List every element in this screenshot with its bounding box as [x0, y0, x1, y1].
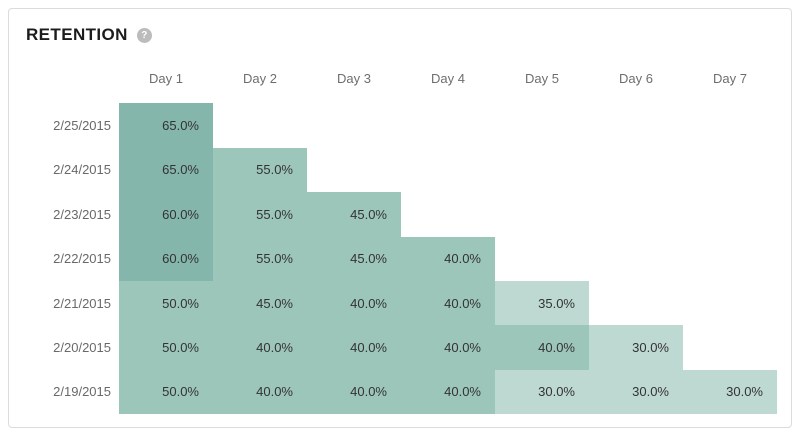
retention-cell: 60.0%: [119, 192, 213, 237]
empty-cell: [307, 148, 401, 192]
column-header: Day 7: [713, 71, 747, 86]
retention-cell: 40.0%: [495, 325, 589, 370]
column-header: Day 5: [525, 71, 559, 86]
empty-cell: [495, 237, 589, 281]
empty-cell: [683, 281, 777, 325]
retention-cell: 65.0%: [119, 147, 213, 193]
retention-cell: 40.0%: [401, 280, 495, 326]
empty-cell: [401, 103, 495, 147]
retention-cell: 50.0%: [119, 369, 213, 415]
row-label: 2/23/2015: [53, 206, 111, 222]
retention-cell: 30.0%: [683, 369, 777, 415]
retention-cell: 55.0%: [213, 147, 307, 193]
retention-cell: 45.0%: [213, 280, 307, 326]
empty-cell: [589, 237, 683, 281]
retention-cell: 55.0%: [213, 236, 307, 281]
column-header: Day 6: [619, 71, 653, 86]
empty-cell: [213, 103, 307, 147]
column-header: Day 4: [431, 71, 465, 86]
retention-grid: Day 1 Day 2 Day 3 Day 4 Day 5 Day 6 Day 7 2/25/…: [9, 59, 777, 415]
empty-cell: [495, 103, 589, 147]
empty-cell: [495, 148, 589, 192]
empty-cell: [307, 103, 401, 147]
retention-cell: 50.0%: [119, 325, 213, 370]
empty-cell: [589, 281, 683, 325]
retention-cell: 30.0%: [495, 369, 589, 415]
empty-cell: [589, 192, 683, 236]
retention-cell: 45.0%: [307, 192, 401, 237]
card-header: RETENTION ?: [9, 9, 791, 45]
retention-cell: 40.0%: [213, 369, 307, 415]
retention-cell: 40.0%: [307, 369, 401, 415]
retention-cell: 30.0%: [589, 325, 683, 370]
empty-cell: [495, 192, 589, 236]
retention-cell: 40.0%: [307, 325, 401, 370]
empty-cell: [589, 148, 683, 192]
help-icon[interactable]: ?: [136, 27, 152, 43]
retention-cell: 30.0%: [589, 369, 683, 415]
retention-cell: 65.0%: [119, 103, 213, 148]
empty-cell: [683, 103, 777, 147]
retention-cell: 45.0%: [307, 236, 401, 281]
empty-cell: [589, 103, 683, 147]
empty-cell: [401, 148, 495, 192]
grid-corner: [9, 59, 119, 98]
retention-cell: 40.0%: [213, 325, 307, 370]
empty-cell: [683, 325, 777, 369]
row-label: 2/22/2015: [53, 251, 111, 267]
retention-cell: 60.0%: [119, 236, 213, 281]
retention-cell: 40.0%: [307, 280, 401, 326]
empty-cell: [683, 192, 777, 236]
column-header: Day 3: [337, 71, 371, 86]
retention-cell: 55.0%: [213, 192, 307, 237]
row-label: 2/21/2015: [53, 295, 111, 311]
empty-cell: [401, 192, 495, 236]
row-label: 2/20/2015: [53, 340, 111, 356]
row-label: 2/24/2015: [53, 162, 111, 178]
retention-cell: 40.0%: [401, 325, 495, 370]
retention-cell: 40.0%: [401, 236, 495, 281]
row-label: 2/25/2015: [53, 118, 111, 134]
retention-card: RETENTION ? Day 1 Day 2 Day 3 Day 4 Day 5 Day…: [8, 8, 792, 428]
empty-cell: [683, 148, 777, 192]
page-title: RETENTION: [26, 25, 128, 44]
retention-cell: 35.0%: [495, 280, 589, 326]
row-label: 2/19/2015: [53, 384, 111, 400]
retention-cell: 50.0%: [119, 280, 213, 326]
retention-cell: 40.0%: [401, 369, 495, 415]
column-header: Day 2: [243, 71, 277, 86]
column-header: Day 1: [149, 71, 183, 86]
empty-cell: [683, 237, 777, 281]
